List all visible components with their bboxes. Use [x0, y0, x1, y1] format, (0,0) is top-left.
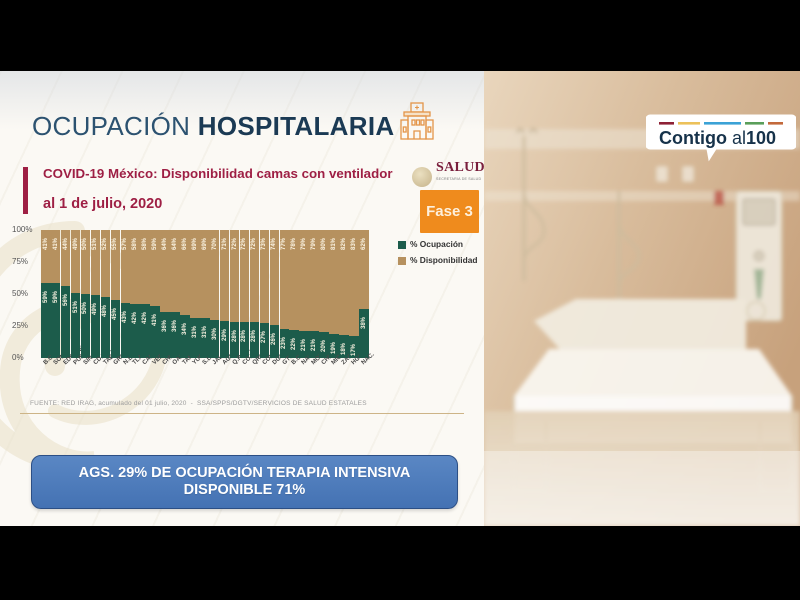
svg-text:Contigo al100: Contigo al100: [659, 128, 776, 148]
